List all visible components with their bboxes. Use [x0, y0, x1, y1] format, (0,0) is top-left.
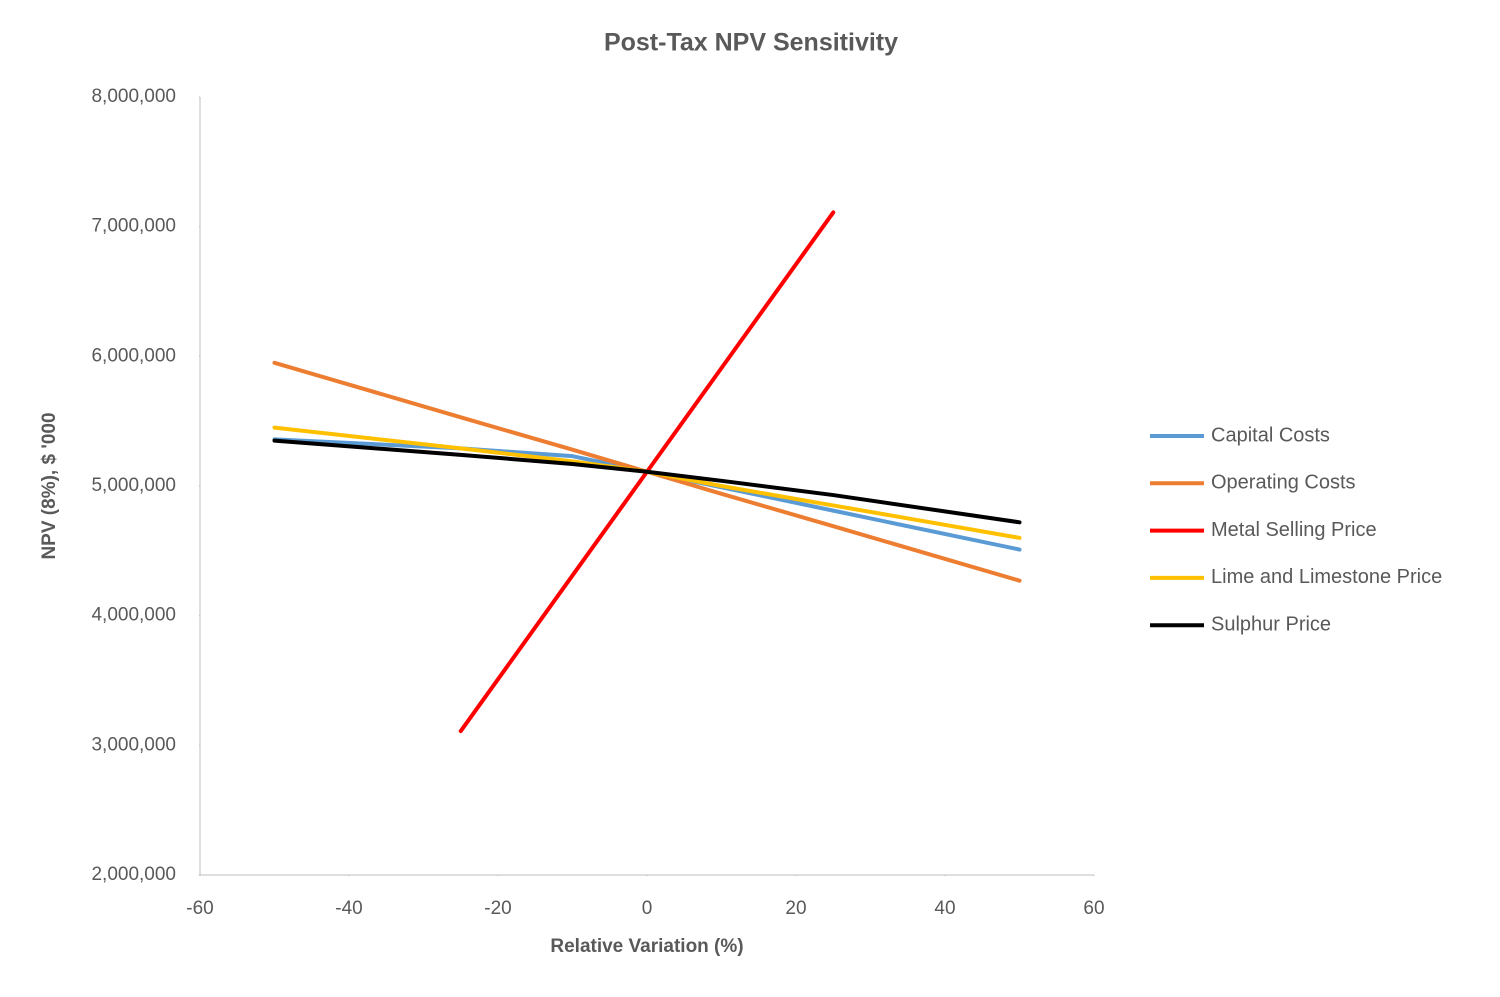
x-tick-label: 40 — [934, 898, 955, 919]
y-tick-label: 4,000,000 — [91, 605, 176, 626]
x-tick-label: -40 — [335, 898, 362, 919]
x-tick-label: 60 — [1083, 898, 1104, 919]
series-line — [272, 437, 1022, 552]
legend-label: Sulphur Price — [1211, 613, 1331, 635]
chart-title: Post-Tax NPV Sensitivity — [604, 29, 898, 57]
y-tick-label: 3,000,000 — [91, 734, 176, 755]
y-axis-title: NPV (8%), $ '000 — [39, 412, 60, 559]
x-tick-label: 0 — [642, 898, 653, 919]
legend-label: Operating Costs — [1211, 472, 1356, 494]
y-tick-label: 8,000,000 — [91, 86, 176, 107]
x-tick-label: -60 — [186, 898, 213, 919]
legend-label: Lime and Limestone Price — [1211, 566, 1442, 588]
legend-label: Capital Costs — [1211, 424, 1330, 446]
x-axis-title: Relative Variation (%) — [550, 936, 743, 957]
series-line — [272, 438, 1022, 525]
x-tick-label: 20 — [785, 898, 806, 919]
y-tick-label: 6,000,000 — [91, 345, 176, 366]
legend-label: Metal Selling Price — [1211, 519, 1377, 541]
y-tick-label: 7,000,000 — [91, 216, 176, 237]
y-tick-label: 5,000,000 — [91, 475, 176, 496]
y-tick-label: 2,000,000 — [91, 864, 176, 885]
x-tick-label: -20 — [484, 898, 511, 919]
